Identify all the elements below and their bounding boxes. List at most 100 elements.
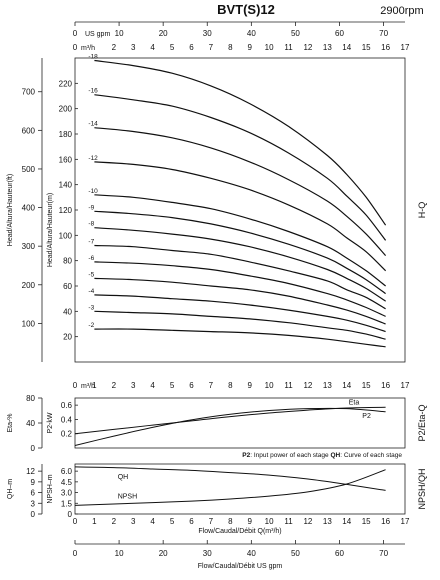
bottom-m3h-tick-label: 17 [401,517,410,526]
npsh-npsh-axis-label: NPSH–m [47,474,54,503]
hq-m-tick-label: 180 [59,130,73,139]
efficiency-power-panel: 0 m³/h1 2 3 4 5 6 7 8 9 10 11 12 13 14 15 16 1780400Eta-%… [7,381,427,459]
top-gpm-tick-label: 20 [159,29,168,38]
eff-curve [74,406,386,435]
mid-m3h-tick-label: 3 [131,381,136,390]
npsh-series-label: QH [118,474,128,481]
bottom-m3h-tick-label: 10 [265,517,274,526]
top-m3h-tick-label: 14 [342,43,351,52]
eff-note-part: : Input power of each stage [250,452,330,459]
npsh-npsh-tick-label: 1.5 [61,499,73,508]
top-m3h-tick-label: 13 [323,43,332,52]
eff-eta-tick-label: 40 [26,419,35,428]
eff-p2-tick-label: 0.4 [61,415,73,424]
hq-stage-label: -9 [88,204,94,211]
top-gpm-tick-label: 40 [247,29,256,38]
hq-m-tick-label: 60 [63,282,72,291]
eff-p2-tick-label: 0.6 [61,401,73,410]
npsh-plot-frame [74,463,406,515]
bottom-gpm-tick-label: 10 [115,549,124,558]
hq-curve [94,210,386,295]
mid-m3h-tick-label: 11 [284,381,293,390]
bottom-gpm-tick-label: 40 [247,549,256,558]
hq-stage-label: -12 [88,155,98,162]
top-m3h-tick-label: 10 [265,43,274,52]
top-m3h-tick-label: 15 [362,43,371,52]
hq-side-label: H-Q [417,202,427,219]
bottom-m3h-tick-label: 6 [189,517,194,526]
hq-stage-label: -6 [88,255,94,262]
top-m3h-tick-label: 16 [381,43,390,52]
eff-series-label: Eta [349,400,360,407]
bottom-m3h-tick-label: 0 [73,517,78,526]
bottom-m3h-tick-label: 3 [131,517,136,526]
bottom-gpm-tick-label: 20 [159,549,168,558]
mid-m3h-tick-label: 15 [362,381,371,390]
top-m3h-tick-label: 12 [303,43,312,52]
bottom-m3h-tick-label: 2 [112,517,117,526]
npsh-npsh-tick-label: 3.0 [61,489,73,498]
chart-title: BVT(S)12 [217,2,275,17]
bottom-gpm-tick-label: 30 [203,549,212,558]
eff-series-label: P2 [362,413,371,420]
eff-note-part: QH [330,452,340,459]
top-gpm-tick-label: 30 [203,29,212,38]
hq-stage-label: -4 [88,288,94,295]
bottom-m3h-tick-label: 15 [362,517,371,526]
eff-eta-tick-label: 80 [26,394,35,403]
hq-ft-tick-label: 600 [22,126,36,135]
bottom-m3h-tick-label: 8 [228,517,233,526]
npsh-npsh-tick-label: 4.5 [61,478,73,487]
npsh-qh-axis-label: QH–m [7,479,14,499]
hq-stage-label: -3 [88,304,94,311]
hq-curve [94,194,386,287]
hq-stage-label: -14 [88,121,98,128]
npsh-side-label: NPSH/QH [417,468,427,509]
mid-m3h-tick-label: 9 [247,381,252,390]
hq-panel: 100 200 300 400 500 600 700 Head/Altura/Hauteur… [7,54,427,363]
eff-curve [74,407,386,446]
hq-curve [94,94,387,241]
hq-stage-label: -5 [88,271,94,278]
hq-stage-label: -10 [88,188,98,195]
hq-ft-tick-label: 700 [22,88,36,97]
npsh-qh-panel: 12 9 63 0 QH–m 6.0 4.5 3.01.5 0 NPSH–m NPSH/QH QH NP… [7,463,427,519]
bottom-m3h-tick-label: 16 [381,517,390,526]
npsh-qh-tick-label: 6 [31,489,36,498]
hq-curve [94,161,387,272]
hq-m-tick-label: 200 [59,105,73,114]
bottom-m3h-tick-label: 1 [92,517,97,526]
bottom-m3h-tick-label: 12 [303,517,312,526]
mid-m3h-tick-label: 7 [209,381,214,390]
hq-stage-label: -8 [88,221,94,228]
npsh-qh-tick-label: 12 [26,467,35,476]
eff-note-part: : Curve of each stage [340,452,402,459]
bottom-m3h-tick-label: 14 [342,517,351,526]
hq-m-axis-label: Head/Altura/Hauteur(m) [47,193,54,267]
top-m3h-tick-label: 0 [73,43,78,52]
mid-m3h-tick-label: 17 [401,381,410,390]
bottom-m3h-tick-label: 7 [209,517,214,526]
bottom-m3h-tick-label: 5 [170,517,175,526]
hq-m-tick-label: 100 [59,231,73,240]
mid-m3h-tick-label: 6 [189,381,194,390]
hq-m-tick-label: 140 [59,181,73,190]
top-m3h-tick-label: 11 [284,43,293,52]
bottom-gpm-tick-label: 0 [73,549,78,558]
npsh-qh-tick-label: 9 [31,478,36,487]
npsh-npsh-tick-label: 6.0 [61,467,73,476]
eff-note: P2: Input power of each stage QH: Curve … [242,452,402,459]
hq-stage-label: -2 [88,322,94,329]
hq-curve [94,227,386,302]
eff-p2-tick-label: 0.2 [61,430,73,439]
bottom-m3h-tick-label: 4 [150,517,155,526]
top-m3h-tick-label: 5 [170,43,175,52]
mid-m3h-tick-label: 14 [342,381,351,390]
bottom-m3h-tick-label: 11 [284,517,293,526]
mid-m3h-tick-label: 0 [73,381,78,390]
mid-m3h-tick-label: 16 [381,381,390,390]
hq-m-tick-label: 20 [63,333,72,342]
hq-curve [94,59,387,226]
hq-stage-label: -16 [88,88,98,95]
